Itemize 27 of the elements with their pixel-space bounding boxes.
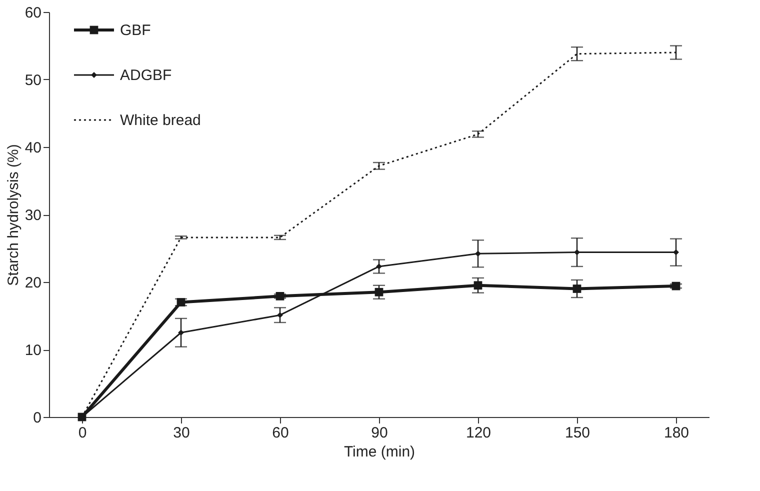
x-tick-label: 150: [564, 424, 590, 442]
x-tick-label: 0: [78, 424, 87, 442]
legend-label: White bread: [120, 112, 201, 129]
y-tick-label: 50: [24, 72, 42, 89]
y-axis-title: Starch hydrolysis (%): [4, 144, 22, 286]
x-tick-label: 180: [664, 424, 690, 442]
y-tick-label: 0: [33, 410, 42, 426]
y-tick-label: 40: [24, 140, 42, 156]
legend-label: GBF: [120, 22, 151, 39]
x-tick-label: 60: [272, 424, 289, 442]
point: [374, 288, 384, 296]
legend-label: ADGBF: [120, 67, 172, 84]
x-tick-label: 120: [466, 424, 492, 442]
point: [673, 249, 679, 256]
y-tick-label: 20: [24, 274, 42, 292]
point: [574, 249, 580, 256]
x-tick-label: 30: [173, 424, 190, 442]
point: [276, 292, 284, 300]
y-tick-label: 60: [24, 4, 42, 22]
point: [475, 250, 481, 257]
point: [474, 281, 482, 290]
x-tick-label: 90: [371, 424, 388, 442]
y-tick-label: 30: [24, 207, 42, 224]
point: [178, 330, 184, 336]
point: [572, 284, 582, 293]
x-axis-title: Time (min): [344, 444, 416, 460]
y-tick-label: 10: [24, 342, 42, 359]
